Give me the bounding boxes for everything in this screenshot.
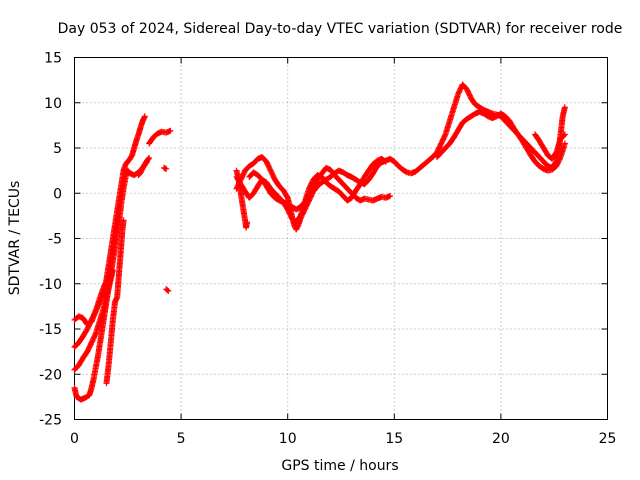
data-point — [167, 127, 174, 134]
data-point — [561, 131, 568, 138]
x-tick-label: 0 — [70, 431, 79, 447]
data-point — [561, 132, 568, 139]
data-point — [244, 219, 251, 226]
axis-ticks — [74, 57, 608, 420]
x-axis-label: GPS time / hours — [281, 458, 398, 474]
y-tick-label: 10 — [44, 96, 62, 112]
data-point — [109, 267, 116, 274]
data-point — [561, 140, 568, 147]
data-point — [556, 155, 563, 162]
y-tick-label: -25 — [39, 413, 62, 429]
y-tick-label: 15 — [44, 51, 62, 67]
data-point — [120, 217, 127, 224]
y-tick-label: -15 — [39, 322, 62, 338]
y-tick-label: -20 — [39, 367, 62, 383]
data-point — [387, 192, 394, 199]
y-tick-label: -10 — [39, 277, 62, 293]
chart-title: Day 053 of 2024, Sidereal Day-to-day VTE… — [58, 21, 623, 37]
data-point — [165, 287, 172, 294]
data-point — [382, 158, 389, 165]
x-tick-label: 25 — [599, 431, 617, 447]
data-point — [141, 113, 148, 120]
grid — [74, 57, 608, 420]
x-tick-labels: 0 5 10 15 20 25 — [70, 431, 616, 447]
data-point — [145, 155, 152, 162]
x-tick-label: 15 — [385, 431, 403, 447]
data-point — [92, 331, 99, 338]
y-tick-labels: -25 -20 -15 -10 -5 0 5 10 15 — [39, 51, 62, 429]
data-point — [381, 157, 388, 164]
data-point — [164, 287, 171, 294]
data-point — [561, 104, 568, 111]
x-tick-label: 20 — [492, 431, 510, 447]
plot-frame — [74, 57, 608, 420]
data-point — [441, 132, 448, 139]
y-tick-label: 5 — [53, 141, 62, 157]
x-tick-label: 5 — [177, 431, 186, 447]
y-axis-label: SDTVAR / TECUs — [7, 181, 23, 296]
y-tick-label: -5 — [48, 232, 62, 248]
data-point — [163, 165, 170, 172]
data-points — [71, 81, 568, 403]
x-tick-label: 10 — [279, 431, 297, 447]
y-tick-label: 0 — [53, 186, 62, 202]
data-point — [146, 154, 153, 161]
